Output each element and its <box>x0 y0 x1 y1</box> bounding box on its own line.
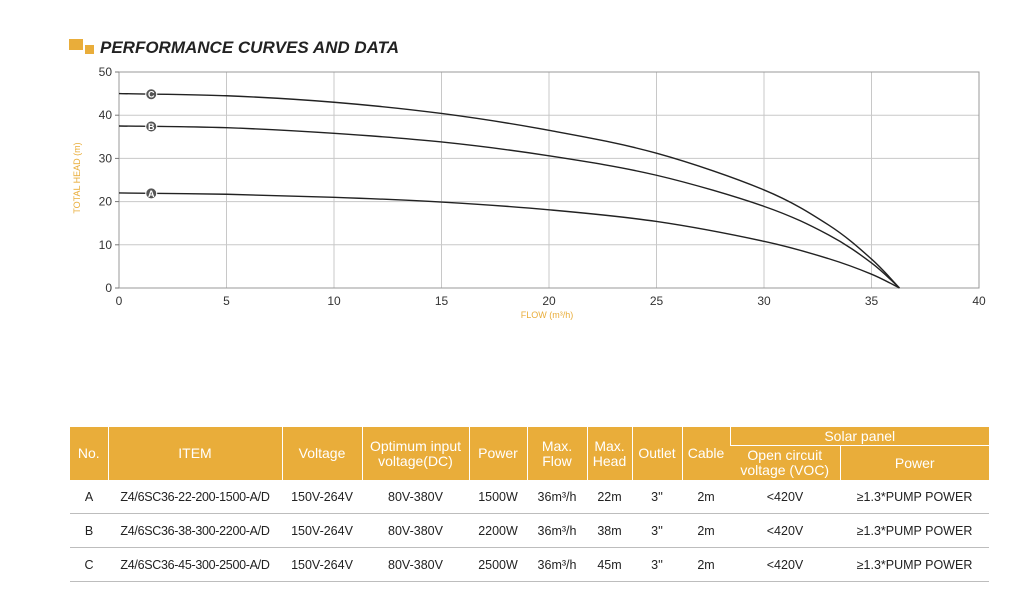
y-tick-label: 0 <box>105 281 112 295</box>
header-max-flow: Max. Flow <box>526 427 587 480</box>
header-solar-power: Power <box>839 445 990 480</box>
cell-max-head: 45m <box>587 547 632 582</box>
x-tick-label: 5 <box>223 294 230 308</box>
header-no: No. <box>70 427 108 480</box>
chart-grid <box>118 71 980 289</box>
cell-power: 2200W <box>469 513 527 548</box>
series-label-b: B <box>148 122 155 132</box>
x-tick-label: 0 <box>116 294 123 308</box>
x-tick-label: 25 <box>650 294 664 308</box>
table-row: C Z4/6SC36-45-300-2500-A/D 150V-264V 80V… <box>70 547 990 582</box>
cell-optimum: 80V-380V <box>362 513 469 548</box>
header-optimum-voltage: Optimum input voltage(DC) <box>361 427 469 480</box>
series-marker-c <box>145 88 158 101</box>
y-axis-label: TOTAL HEAD (m) <box>72 142 82 213</box>
cell-outlet: 3'' <box>632 513 682 548</box>
y-tick-label: 20 <box>99 195 113 209</box>
chart-series: A B C <box>118 88 900 289</box>
series-line-c <box>118 92 900 289</box>
cell-voltage: 150V-264V <box>282 513 362 548</box>
cell-outlet: 3'' <box>632 547 682 582</box>
cell-max-head: 22m <box>587 480 632 514</box>
header-voltage: Voltage <box>281 427 362 480</box>
cell-no: B <box>70 513 108 548</box>
series-marker-a <box>145 187 158 200</box>
header-outlet: Outlet <box>631 427 682 480</box>
table-row: A Z4/6SC36-22-200-1500-A/D 150V-264V 80V… <box>70 480 990 514</box>
header-max-head: Max. Head <box>586 427 632 480</box>
title-bullet-icon <box>69 39 94 54</box>
cell-max-flow: 36m³/h <box>527 480 587 514</box>
x-axis-label: FLOW (m³/h) <box>521 310 574 320</box>
y-tick-label: 30 <box>99 151 113 165</box>
cell-outlet: 3'' <box>632 480 682 514</box>
cell-solar-power: ≥1.3*PUMP POWER <box>840 547 990 582</box>
header-power: Power <box>468 427 527 480</box>
cell-item: Z4/6SC36-45-300-2500-A/D <box>108 547 282 582</box>
cell-power: 1500W <box>469 480 527 514</box>
cell-optimum: 80V-380V <box>362 480 469 514</box>
spec-table: No. ITEM Voltage Optimum input voltage(D… <box>70 427 990 582</box>
series-line-a <box>118 192 900 289</box>
x-tick-label: 30 <box>757 294 771 308</box>
cell-max-flow: 36m³/h <box>527 547 587 582</box>
series-label-c: C <box>148 90 155 100</box>
y-tick-label: 40 <box>99 108 113 122</box>
chart-ticks: 0 5 10 15 20 25 30 35 40 0 10 20 30 40 50 <box>99 65 986 308</box>
cell-optimum: 80V-380V <box>362 547 469 582</box>
cell-voc: <420V <box>730 480 840 514</box>
series-label-a: A <box>148 189 155 199</box>
series-marker-b <box>145 120 158 133</box>
plot-frame <box>118 71 980 289</box>
header-cable: Cable <box>681 427 730 480</box>
cell-cable: 2m <box>682 513 730 548</box>
y-tick-label: 50 <box>99 65 113 79</box>
header-item: ITEM <box>107 427 282 480</box>
cell-item: Z4/6SC36-38-300-2200-A/D <box>108 513 282 548</box>
cell-solar-power: ≥1.3*PUMP POWER <box>840 480 990 514</box>
cell-no: A <box>70 480 108 514</box>
page-title: PERFORMANCE CURVES AND DATA <box>100 38 400 57</box>
x-tick-label: 40 <box>972 294 986 308</box>
y-tick-label: 10 <box>99 238 113 252</box>
cell-max-head: 38m <box>587 513 632 548</box>
cell-cable: 2m <box>682 547 730 582</box>
x-tick-label: 20 <box>542 294 556 308</box>
performance-chart: 0 5 10 15 20 25 30 35 40 0 10 20 30 40 50 A B C FLOW (m³… <box>72 65 986 320</box>
series-line-b <box>118 125 900 289</box>
cell-voltage: 150V-264V <box>282 480 362 514</box>
table-row: B Z4/6SC36-38-300-2200-A/D 150V-264V 80V… <box>70 513 990 548</box>
x-tick-label: 35 <box>865 294 879 308</box>
header-solar-panel: Solar panel <box>729 427 990 446</box>
header-voc: Open circuit voltage (VOC) <box>730 445 840 480</box>
cell-no: C <box>70 547 108 582</box>
cell-power: 2500W <box>469 547 527 582</box>
cell-voc: <420V <box>730 547 840 582</box>
cell-cable: 2m <box>682 480 730 514</box>
x-tick-label: 15 <box>435 294 449 308</box>
cell-item: Z4/6SC36-22-200-1500-A/D <box>108 480 282 514</box>
cell-solar-power: ≥1.3*PUMP POWER <box>840 513 990 548</box>
x-tick-label: 10 <box>327 294 341 308</box>
cell-max-flow: 36m³/h <box>527 513 587 548</box>
cell-voltage: 150V-264V <box>282 547 362 582</box>
cell-voc: <420V <box>730 513 840 548</box>
